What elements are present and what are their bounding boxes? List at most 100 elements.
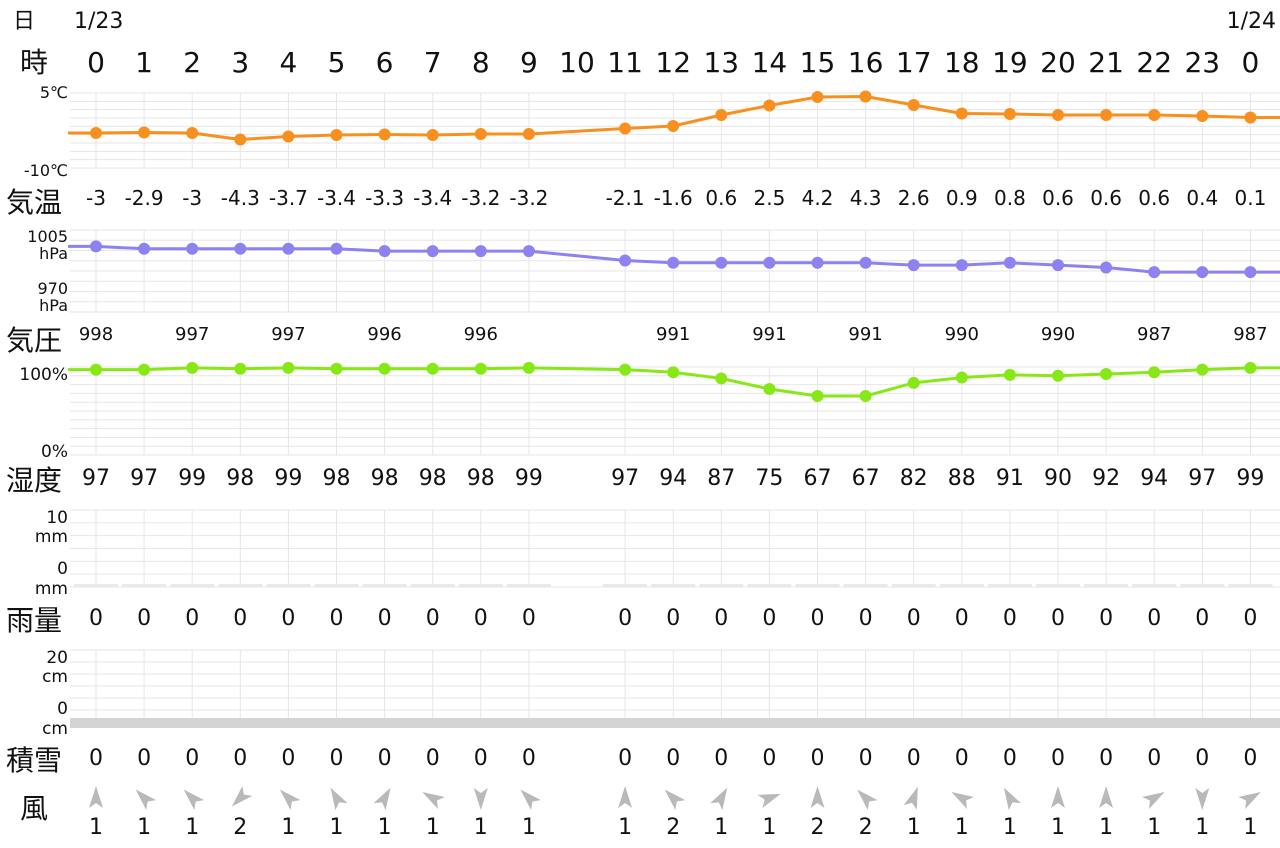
pressure-value: 990 bbox=[945, 324, 979, 345]
wind-arrow-shape bbox=[89, 786, 103, 808]
snow-value: 0 bbox=[714, 746, 728, 771]
pressure-point bbox=[1100, 261, 1113, 274]
humidity-value: 94 bbox=[1140, 466, 1168, 491]
humidity-point bbox=[1052, 369, 1064, 382]
wind-arrow-icon bbox=[951, 792, 974, 810]
humidity-value: 90 bbox=[1044, 466, 1072, 491]
pressure-point bbox=[378, 245, 391, 258]
rain-value: 0 bbox=[1195, 606, 1209, 631]
wind-speed: 2 bbox=[666, 815, 680, 840]
wind-arrow-icon bbox=[422, 792, 445, 810]
humidity-point bbox=[763, 383, 776, 395]
pressure-point bbox=[715, 256, 728, 269]
temperature-value: -3.4 bbox=[413, 186, 452, 210]
rain-value: 0 bbox=[1243, 606, 1257, 631]
rain-bar bbox=[122, 584, 167, 587]
wind-arrow-shape bbox=[422, 792, 445, 810]
humidity-line bbox=[68, 366, 1280, 398]
snow-axis-bottom-unit: cm bbox=[42, 719, 68, 739]
humidity-value: 98 bbox=[419, 466, 447, 491]
rain-bar bbox=[506, 584, 551, 587]
rain-axis-bottom: 0 bbox=[57, 559, 68, 579]
rain-value: 0 bbox=[233, 606, 247, 631]
wind-speed: 1 bbox=[1195, 815, 1209, 840]
wind-speed: 1 bbox=[714, 815, 728, 840]
wind-arrow-shape bbox=[618, 786, 633, 808]
hour-label: 2 bbox=[183, 46, 201, 79]
hour-label: 12 bbox=[655, 46, 691, 79]
pressure-point bbox=[667, 256, 680, 269]
wind-arrow-icon bbox=[183, 789, 205, 811]
snow-value: 0 bbox=[1003, 746, 1017, 771]
temperature-value: -3.7 bbox=[269, 186, 308, 210]
wind-arrow-shape bbox=[231, 785, 253, 807]
humidity-value: 97 bbox=[82, 466, 110, 491]
wind-arrow-shape bbox=[279, 789, 301, 811]
wind-speed: 1 bbox=[955, 815, 969, 840]
rain-value: 0 bbox=[955, 606, 969, 631]
rain-bar bbox=[218, 584, 263, 587]
temperature-point bbox=[1148, 109, 1161, 121]
pressure-point bbox=[522, 245, 535, 258]
temperature-point bbox=[378, 128, 391, 141]
temperature-point bbox=[1100, 109, 1113, 121]
pressure-value: 997 bbox=[175, 324, 209, 345]
snow-value: 0 bbox=[185, 746, 199, 771]
snow-value: 0 bbox=[1051, 746, 1065, 771]
humidity-point bbox=[1100, 368, 1113, 381]
humidity-point bbox=[811, 390, 824, 403]
wind-speed: 2 bbox=[811, 815, 825, 840]
humidity-value: 98 bbox=[323, 466, 351, 491]
wind-arrow-icon bbox=[89, 786, 103, 808]
hour-row-label: 時 bbox=[20, 46, 48, 79]
humidity-value: 97 bbox=[1188, 466, 1216, 491]
humidity-point bbox=[378, 362, 391, 375]
humidity-point bbox=[522, 361, 535, 374]
rain-value: 0 bbox=[859, 606, 873, 631]
hour-label: 0 bbox=[87, 46, 105, 79]
pressure-point bbox=[426, 245, 439, 258]
wind-speed: 1 bbox=[137, 815, 151, 840]
wind-arrow-shape bbox=[810, 786, 825, 808]
snow-baseline bbox=[70, 718, 1280, 728]
temperature-value: -2.9 bbox=[125, 186, 164, 210]
rain-bar bbox=[747, 584, 792, 587]
humidity-point bbox=[907, 376, 920, 389]
humidity-value: 99 bbox=[178, 466, 206, 491]
hour-label: 23 bbox=[1184, 46, 1220, 79]
temperature-point bbox=[859, 90, 872, 103]
humidity-value: 99 bbox=[274, 466, 302, 491]
hour-label: 20 bbox=[1040, 46, 1076, 79]
wind-arrow-icon bbox=[857, 789, 878, 811]
humidity-axis-bottom: 0% bbox=[41, 442, 68, 462]
temperature-point bbox=[474, 128, 487, 140]
temperature-point bbox=[907, 99, 920, 111]
temperature-point bbox=[138, 126, 151, 139]
hour-label: 14 bbox=[752, 46, 788, 79]
wind-speed: 1 bbox=[1003, 815, 1017, 840]
pressure-value: 998 bbox=[79, 324, 113, 345]
pressure-point bbox=[282, 242, 295, 255]
temperature-value: 0.6 bbox=[1138, 186, 1170, 210]
temperature-value: -3.4 bbox=[317, 186, 356, 210]
snow-value: 0 bbox=[89, 746, 103, 771]
snow-value: 0 bbox=[474, 746, 488, 771]
rain-value: 0 bbox=[185, 606, 199, 631]
snow-value: 0 bbox=[1195, 746, 1209, 771]
humidity-point bbox=[667, 366, 680, 379]
rain-value: 0 bbox=[281, 606, 295, 631]
temperature-value: 0.1 bbox=[1234, 186, 1266, 210]
temperature-value: -4.3 bbox=[221, 186, 260, 210]
hour-label: 8 bbox=[472, 46, 490, 79]
temperature-value: -1.6 bbox=[654, 186, 693, 210]
temperature-value: 2.5 bbox=[753, 186, 785, 210]
wind-arrow-icon bbox=[1142, 792, 1165, 810]
hour-label: 16 bbox=[848, 46, 884, 79]
humidity-point bbox=[619, 363, 632, 376]
wind-arrow-icon bbox=[330, 787, 348, 811]
temperature-value: 2.6 bbox=[898, 186, 930, 210]
rain-value: 0 bbox=[1099, 606, 1113, 631]
temperature-value: -2.1 bbox=[606, 186, 645, 210]
hour-label: 9 bbox=[520, 46, 538, 79]
snow-value: 0 bbox=[281, 746, 295, 771]
